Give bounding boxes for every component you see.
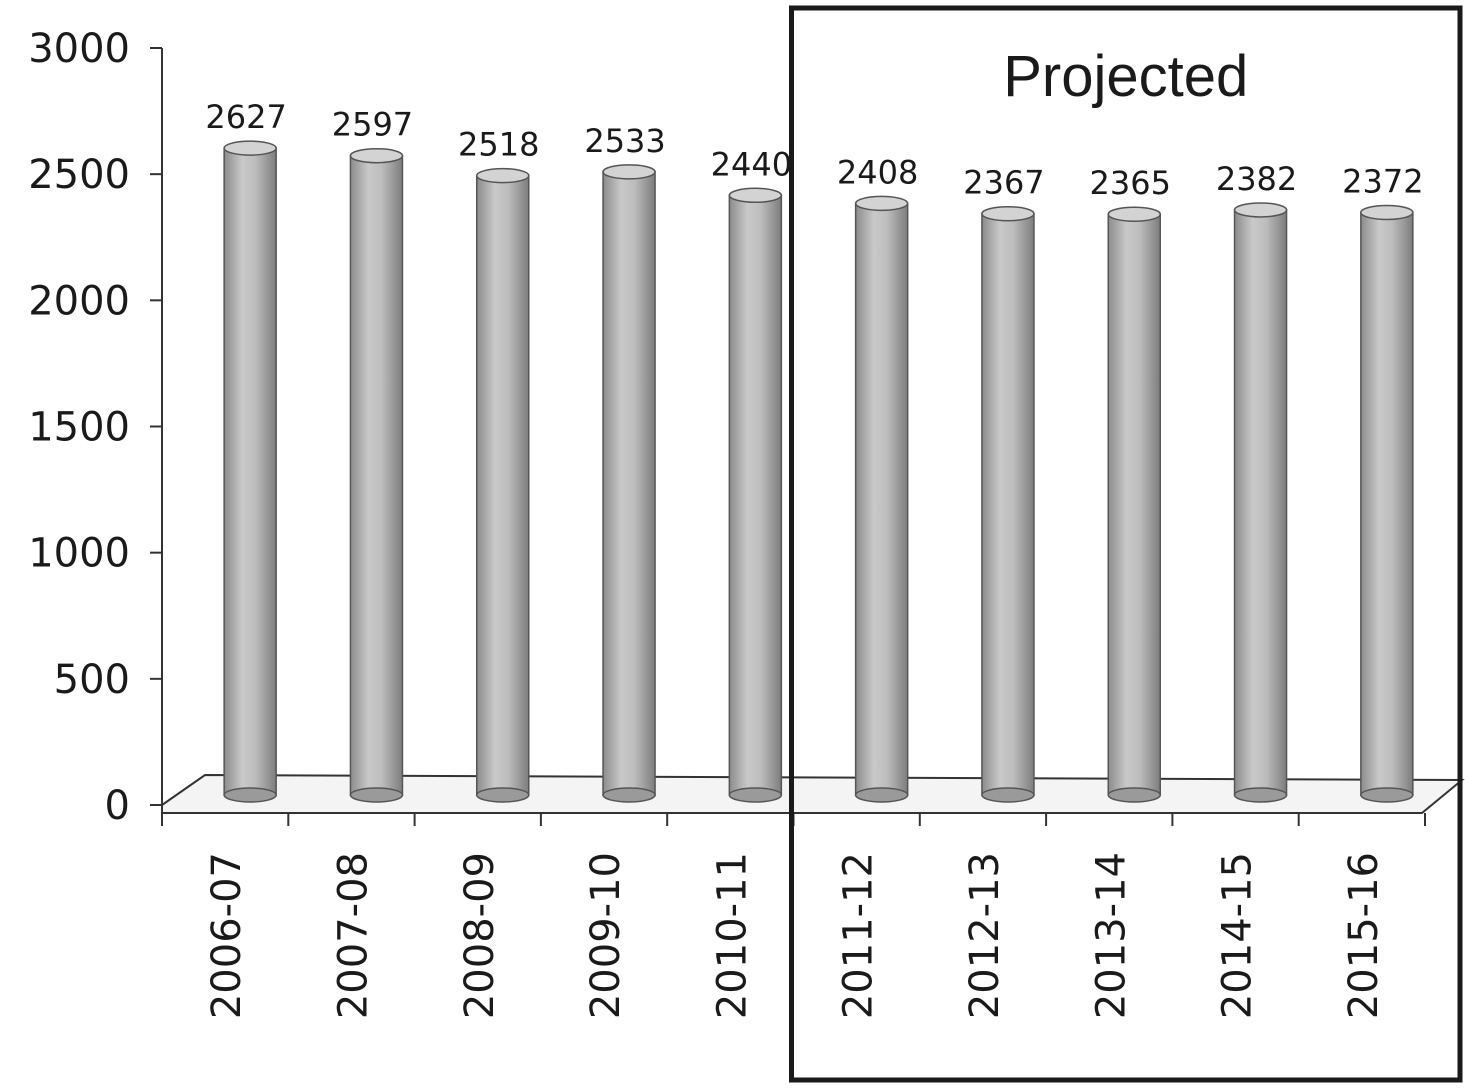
x-tick-label: 2012-13 — [962, 852, 1008, 1019]
bar-body — [349, 154, 404, 796]
bar-body — [728, 194, 783, 796]
bars-group — [223, 140, 1414, 803]
data-label: 2533 — [584, 122, 665, 160]
bar-body — [602, 171, 656, 796]
bar-cap — [728, 187, 783, 204]
bar-base — [1233, 787, 1288, 803]
data-label: 2365 — [1090, 164, 1171, 202]
bar-base — [223, 787, 277, 803]
x-tick-label: 2014-15 — [1215, 852, 1261, 1019]
bar — [223, 140, 277, 803]
x-tick-label: 2006-07 — [204, 852, 250, 1019]
y-tick-label: 2500 — [28, 152, 130, 198]
y-tick-label: 2000 — [28, 278, 130, 324]
bar-body — [1107, 213, 1161, 796]
data-labels-group: 2627 2597 2518 2533 2440 2408 2367 2365 2382 2372 — [205, 98, 1423, 202]
bar-base — [728, 787, 783, 803]
bar — [1233, 202, 1288, 803]
x-tick-labels-group: 2006-07 2007-08 2008-09 2009-10 2010-11 2011-… — [204, 852, 1387, 1019]
y-tick-labels-group: 0 500 1000 1500 2000 2500 3000 — [28, 26, 130, 829]
x-tick-label: 2015-16 — [1341, 852, 1387, 1019]
bar — [1107, 206, 1161, 803]
data-label: 2367 — [963, 164, 1044, 202]
bar — [981, 205, 1035, 803]
bar-base — [854, 787, 909, 803]
bar-cap — [349, 147, 404, 164]
bar — [476, 167, 530, 803]
bar-base — [602, 787, 656, 803]
x-tick-label: 2011-12 — [836, 852, 882, 1019]
bar-cap — [981, 205, 1035, 222]
y-tick-label: 0 — [105, 783, 130, 829]
y-tick-label: 500 — [54, 657, 130, 703]
bar-cap — [854, 195, 909, 212]
data-label: 2372 — [1342, 162, 1423, 200]
data-label: 2408 — [837, 153, 918, 191]
bar-base — [1107, 787, 1161, 803]
x-tick-label: 2013-14 — [1088, 852, 1134, 1019]
bar-body — [476, 174, 530, 796]
bar-body — [1360, 211, 1414, 796]
bar-cap — [1107, 206, 1161, 222]
projected-box — [789, 5, 1463, 1083]
x-tick-label: 2010-11 — [709, 852, 755, 1019]
x-tick-label: 2008-09 — [457, 852, 503, 1019]
bar-base — [349, 787, 404, 803]
y-tick-label: 3000 — [28, 26, 130, 72]
bar — [728, 187, 783, 803]
bar-cap — [1233, 202, 1288, 218]
data-label: 2627 — [205, 98, 286, 136]
bar-cap — [602, 164, 656, 180]
bar-body — [981, 212, 1035, 796]
bar — [602, 164, 656, 803]
bar-base — [981, 787, 1035, 803]
x-tick-label: 2007-08 — [330, 852, 376, 1019]
bar — [854, 195, 909, 803]
bar — [1360, 204, 1414, 803]
data-label: 2440 — [711, 145, 792, 183]
bar-cap — [1360, 204, 1414, 221]
bar-body — [223, 147, 277, 796]
bar-base — [1360, 787, 1414, 803]
bar-body — [854, 202, 909, 796]
data-label: 2518 — [458, 126, 539, 164]
projected-label: Projected — [1003, 44, 1248, 109]
x-tick-label: 2009-10 — [583, 852, 629, 1019]
bar-base — [476, 787, 530, 803]
bar-cap — [476, 167, 530, 184]
data-label: 2597 — [332, 106, 413, 144]
bar — [349, 147, 404, 803]
projected-annotation: Projected — [789, 5, 1463, 1083]
y-tick-label: 1000 — [28, 531, 130, 577]
bar-cap — [223, 140, 277, 156]
y-tick-label: 1500 — [28, 405, 130, 451]
data-label: 2382 — [1216, 160, 1297, 198]
bar-body — [1233, 209, 1288, 796]
